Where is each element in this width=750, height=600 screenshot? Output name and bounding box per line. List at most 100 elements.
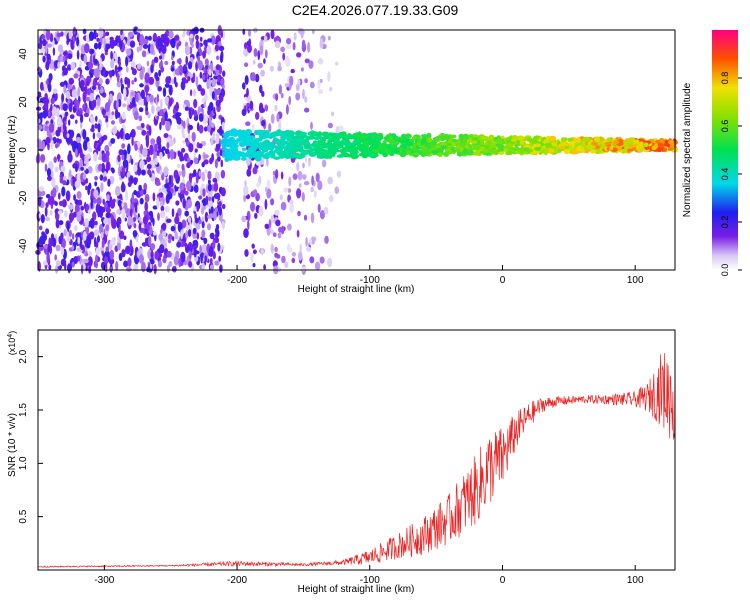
spectrogram-cell — [106, 194, 110, 201]
spectrogram-cell — [141, 50, 147, 58]
spectrogram-cell — [310, 186, 315, 193]
spectrogram-cell — [80, 166, 84, 171]
spectrogram-cell — [209, 213, 214, 219]
spectrogram-cell — [58, 138, 62, 144]
spectrogram-cell — [138, 107, 144, 113]
spectrogram-cell — [209, 257, 213, 265]
spectrogram-cell — [304, 78, 308, 84]
spectrogram-cell — [287, 188, 292, 193]
colorbar-tick-label: 0.4 — [720, 168, 730, 181]
spectrogram-cell — [310, 143, 318, 148]
spectrogram-cell — [173, 76, 177, 85]
spectrogram-cell — [46, 252, 50, 264]
spectrogram-cell — [171, 55, 174, 61]
spectrogram-cell — [71, 89, 77, 98]
spectrogram-cell — [117, 240, 121, 251]
spectrogram-cell — [178, 170, 183, 176]
spectrogram-cell — [264, 223, 270, 229]
spectrogram-cell — [270, 215, 275, 224]
spectrogram-cell — [90, 198, 94, 210]
spectrogram-cell — [85, 185, 88, 191]
spectrogram-cell — [55, 219, 60, 229]
spectrogram-cell — [216, 55, 220, 61]
spectrogram-cell — [332, 138, 337, 144]
spectrogram-cell — [117, 154, 121, 163]
spectrogram-cell — [519, 140, 525, 145]
spectrogram-cell — [80, 205, 85, 211]
spectrogram-cell — [285, 56, 291, 67]
spectrogram-cell — [187, 133, 191, 141]
spectrogram-cell — [99, 57, 102, 67]
spectrogram-cell — [218, 255, 222, 262]
spectrogram-cell — [244, 142, 252, 147]
spectrogram-cell — [150, 64, 154, 74]
spectrogram-cell — [84, 217, 89, 228]
x-tick-label: -300 — [94, 575, 114, 586]
spectrogram-cell — [317, 180, 323, 191]
spectrogram-cell — [105, 43, 111, 50]
spectrogram-cell — [104, 102, 110, 112]
spectrogram-cell — [328, 194, 334, 203]
spectrogram-cell — [406, 149, 412, 155]
spectrogram-cell — [189, 221, 192, 231]
spectrogram-cell — [193, 116, 199, 121]
spectrogram-cell — [388, 136, 394, 141]
spectrogram-cell — [145, 86, 148, 98]
spectrogram-cell — [302, 88, 305, 100]
spectrogram-cell — [167, 238, 172, 244]
spectrogram-cell — [109, 36, 114, 41]
spectrogram-cell — [188, 260, 193, 268]
spectrogram-cell — [148, 125, 152, 136]
y-tick-label: 40 — [18, 48, 29, 60]
spectrogram-cell — [264, 198, 268, 210]
spectrogram-cell — [80, 244, 85, 251]
spectrogram-cell — [159, 210, 166, 219]
spectrogram-cell — [57, 153, 60, 162]
spectrogram-cell — [163, 166, 169, 177]
spectrogram-cell — [207, 223, 211, 231]
colorbar: 0.0 0.2 0.4 0.6 0.8 Normalized spectral ampl… — [682, 30, 742, 276]
spectrogram-cell — [89, 72, 94, 78]
spectrogram-cell — [184, 79, 189, 84]
spectrogram-cell — [256, 181, 261, 188]
spectrogram-cell — [276, 113, 280, 122]
spectrogram-cell — [83, 154, 89, 165]
spectrogram-cell — [91, 99, 97, 109]
snr-x-label: Height of straight line (km) — [298, 584, 415, 595]
spectrogram-cell — [259, 45, 264, 56]
spectrogram-cell — [231, 143, 239, 149]
spectrogram-cell — [305, 236, 308, 247]
spectrogram-cell — [152, 205, 158, 210]
spectrogram-cell — [138, 216, 142, 222]
spectrogram-cell — [198, 195, 203, 200]
spectrogram-cell — [38, 197, 42, 207]
spectrogram-cell — [177, 163, 181, 168]
spectrogram-cell — [168, 84, 173, 96]
spectrogram-cell — [76, 110, 82, 117]
spectrogram-cell — [55, 260, 61, 267]
spectrogram-cell — [85, 34, 90, 43]
spectrogram-cell — [170, 67, 175, 72]
spectrogram-cell — [56, 32, 62, 38]
spectrogram-cell — [68, 169, 72, 178]
spectrogram-cell — [283, 187, 289, 193]
spectrogram-cell — [284, 148, 292, 154]
spectrogram-cell — [441, 142, 448, 146]
spectrogram-cell — [97, 41, 102, 50]
spectrogram-cell — [121, 208, 126, 219]
colorbar-ticks: 0.0 0.2 0.4 0.6 0.8 — [720, 72, 742, 276]
spectrogram-cell — [198, 113, 204, 122]
spectrogram-cell — [48, 264, 52, 271]
spectrogram-cell — [111, 111, 115, 116]
spectrogram-cell — [264, 49, 268, 59]
spectrogram-cell — [272, 170, 276, 176]
spectrogram-cell — [77, 142, 82, 154]
snr-panel: -300 -200 -100 0 100 0.5 1.0 1.5 2.0 Height of … — [7, 329, 676, 595]
spectrogram-cell — [213, 210, 217, 221]
spectrogram-cell — [60, 232, 64, 240]
spectrogram-cell — [211, 195, 215, 203]
spectrogram-cell — [116, 73, 120, 83]
spectrogram-cell — [325, 144, 331, 149]
spectrogram-cell — [192, 72, 196, 81]
spectrogram-cell — [246, 87, 249, 98]
